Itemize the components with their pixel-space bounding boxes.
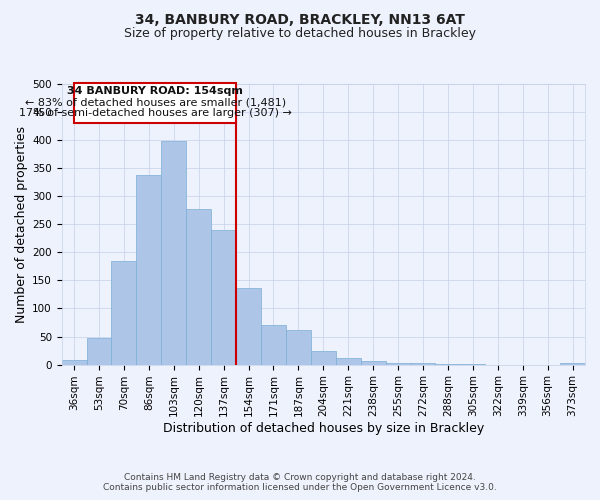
FancyBboxPatch shape (74, 83, 236, 124)
Y-axis label: Number of detached properties: Number of detached properties (15, 126, 28, 323)
Bar (161, 141, 186, 364)
Bar (86, 338, 112, 364)
Text: 34, BANBURY ROAD, BRACKLEY, NN13 6AT: 34, BANBURY ROAD, BRACKLEY, NN13 6AT (135, 12, 465, 26)
Bar (186, 208, 211, 364)
Text: 17% of semi-detached houses are larger (307) →: 17% of semi-detached houses are larger (… (19, 108, 292, 118)
Bar (311, 350, 336, 364)
Bar (236, 288, 261, 364)
Text: 34 BANBURY ROAD: 154sqm: 34 BANBURY ROAD: 154sqm (67, 86, 243, 96)
Bar (286, 330, 311, 364)
Text: ← 83% of detached houses are smaller (1,481): ← 83% of detached houses are smaller (1,… (25, 98, 286, 108)
X-axis label: Distribution of detached houses by size in Brackley: Distribution of detached houses by size … (163, 422, 484, 435)
Bar (261, 326, 286, 364)
Bar (136, 175, 161, 364)
Text: Contains public sector information licensed under the Open Government Licence v3: Contains public sector information licen… (103, 482, 497, 492)
Bar (336, 358, 361, 364)
Bar (361, 360, 386, 364)
Text: Contains HM Land Registry data © Crown copyright and database right 2024.: Contains HM Land Registry data © Crown c… (124, 472, 476, 482)
Bar (211, 230, 236, 364)
Bar (112, 261, 136, 364)
Text: Size of property relative to detached houses in Brackley: Size of property relative to detached ho… (124, 28, 476, 40)
Bar (386, 363, 410, 364)
Bar (62, 360, 86, 364)
